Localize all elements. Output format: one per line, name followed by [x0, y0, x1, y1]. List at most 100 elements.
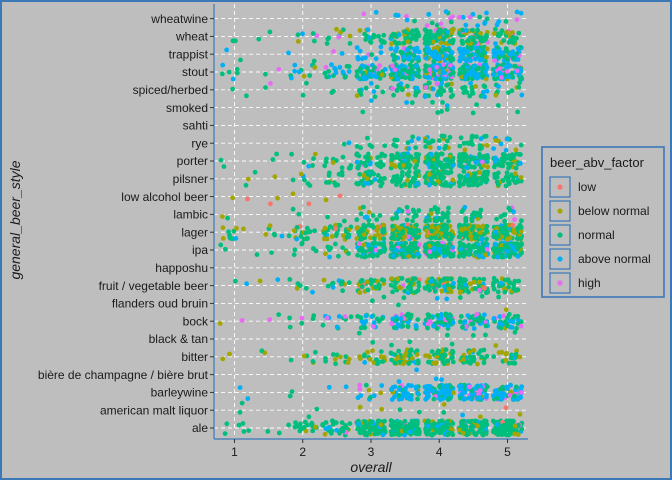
data-point: [482, 94, 488, 100]
data-point: [399, 276, 405, 281]
data-point: [234, 70, 240, 76]
data-point: [220, 62, 226, 68]
data-point: [238, 57, 243, 63]
data-point: [518, 161, 523, 166]
data-point: [406, 361, 412, 366]
data-point: [298, 421, 303, 427]
data-point: [473, 84, 479, 89]
data-point: [496, 84, 501, 89]
data-point: [326, 69, 331, 74]
data-point: [442, 276, 448, 282]
data-point: [422, 27, 428, 33]
data-point: [483, 133, 489, 139]
data-point: [492, 155, 498, 161]
data-point: [366, 209, 372, 215]
data-point: [439, 288, 445, 294]
data-point: [324, 156, 329, 162]
data-point: [403, 75, 408, 80]
data-point: [458, 135, 464, 141]
legend-label: below normal: [578, 204, 649, 218]
data-point: [286, 50, 291, 56]
data-point: [358, 279, 364, 284]
data-point: [484, 143, 490, 148]
data-point: [507, 392, 513, 398]
data-point: [394, 87, 400, 93]
data-point: [413, 420, 419, 426]
data-point: [448, 276, 454, 282]
data-point: [279, 233, 285, 239]
data-point: [267, 29, 273, 35]
y-tick-label: fruit / vegetable beer: [99, 279, 208, 293]
data-point: [427, 287, 432, 293]
data-point: [448, 253, 453, 259]
data-point: [323, 197, 329, 203]
data-point: [450, 320, 456, 325]
data-point: [492, 246, 498, 251]
data-point: [396, 208, 401, 214]
data-point: [327, 224, 333, 230]
data-point: [244, 281, 250, 287]
data-point: [428, 432, 434, 437]
data-point: [456, 234, 462, 240]
data-point: [477, 143, 483, 149]
data-point: [441, 402, 447, 407]
data-point: [370, 324, 376, 329]
data-point: [424, 431, 430, 437]
legend-marker: [557, 256, 563, 262]
data-point: [435, 158, 441, 164]
data-point: [358, 92, 364, 97]
data-point: [347, 421, 353, 426]
data-point: [378, 37, 384, 43]
data-point: [289, 75, 294, 81]
data-point: [472, 317, 478, 323]
data-point: [518, 175, 524, 180]
data-point: [450, 158, 456, 163]
data-point: [292, 424, 298, 430]
data-point: [406, 92, 411, 98]
data-point: [396, 32, 402, 38]
data-point: [474, 235, 480, 240]
data-point: [446, 286, 452, 292]
data-point: [331, 419, 337, 425]
data-point: [343, 354, 349, 359]
data-point: [381, 32, 387, 38]
data-point: [434, 45, 440, 50]
data-point: [342, 74, 348, 80]
data-point: [300, 31, 305, 37]
data-point: [357, 28, 363, 33]
data-point: [239, 400, 245, 406]
data-point: [443, 9, 449, 14]
data-point: [363, 55, 368, 61]
data-point: [410, 179, 416, 185]
data-point: [399, 208, 405, 214]
data-point: [402, 181, 407, 187]
data-point: [460, 430, 466, 436]
data-point: [404, 100, 409, 105]
data-point: [378, 164, 384, 170]
data-point: [323, 420, 329, 425]
data-point: [426, 41, 432, 46]
data-point: [510, 55, 516, 61]
data-point: [493, 138, 499, 143]
legend-label: low: [578, 180, 596, 194]
data-point: [466, 289, 471, 295]
data-point: [388, 418, 394, 424]
data-point: [494, 422, 500, 428]
data-point: [462, 231, 468, 236]
data-point: [456, 253, 462, 259]
data-point: [430, 86, 436, 92]
data-point: [362, 425, 368, 430]
data-point: [478, 207, 484, 213]
data-point: [511, 155, 516, 160]
y-tick-label: barleywine: [151, 386, 209, 400]
data-point: [438, 21, 444, 27]
data-point: [245, 396, 251, 401]
data-point: [458, 319, 463, 325]
data-point: [470, 182, 476, 188]
data-point: [433, 376, 439, 382]
data-point: [471, 70, 477, 75]
data-point: [410, 218, 415, 224]
data-point: [334, 427, 339, 433]
data-point: [425, 48, 431, 54]
